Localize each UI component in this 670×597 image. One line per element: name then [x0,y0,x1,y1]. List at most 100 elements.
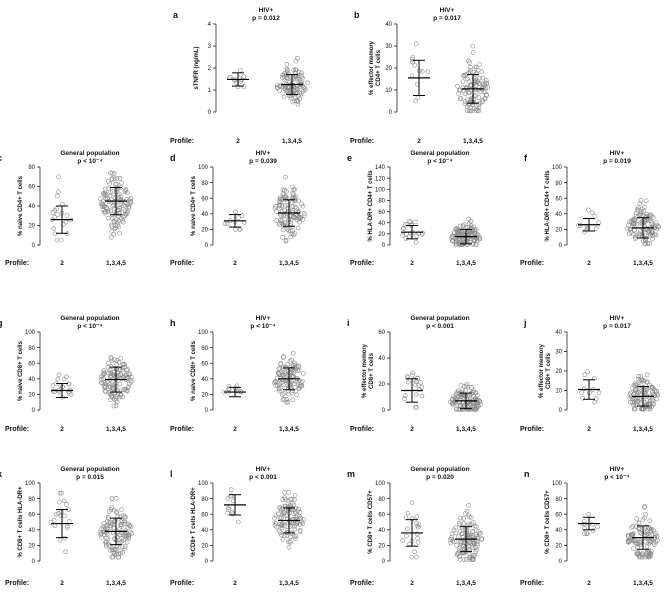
data-point [466,79,472,84]
data-point [51,226,57,231]
data-point [646,395,652,400]
y-tick-label: 30 [385,44,392,50]
data-point [413,382,418,388]
data-point [457,554,462,559]
data-point [643,238,648,243]
data-point [124,367,129,373]
data-point [105,365,111,370]
data-point [120,544,125,550]
data-point [580,395,585,401]
data-point [276,388,282,394]
group-profile-1345 [272,350,306,405]
data-point [288,534,293,540]
y-tick-label: 0 [382,559,386,565]
profile-label: Profile: [170,426,194,433]
data-point [464,527,469,533]
data-point [288,83,294,88]
data-point [273,520,279,526]
y-tick-label: 0 [559,243,563,249]
profile-label: Profile: [520,580,544,587]
y-tick-label: 80 [28,165,35,171]
y-tick-label: 0 [32,243,36,249]
data-point [586,207,591,213]
data-point [120,218,125,223]
data-point [592,399,597,405]
data-point [290,184,295,190]
data-point [641,406,647,412]
data-point [58,237,64,243]
data-point [412,549,417,555]
data-point [65,525,70,530]
data-point [457,529,463,534]
data-point [466,514,472,520]
data-point [471,394,477,399]
data-point [643,241,648,246]
data-point [126,535,131,541]
data-point [226,383,232,389]
data-point [654,396,660,402]
data-point [101,520,107,526]
panel-letter: d [170,153,176,163]
data-point [645,550,650,556]
panel-pvalue: p = 0.017 [603,323,631,330]
data-point [57,537,63,543]
y-axis-label: % naive CD4+ T cells [18,175,24,236]
data-point [296,385,301,391]
panel-letter: k [0,469,3,479]
data-point [112,536,118,542]
data-point [293,67,298,72]
y-tick-label: 60 [555,512,562,518]
data-point [101,526,106,532]
data-point [585,369,590,374]
data-point [54,193,60,199]
data-point [415,540,421,545]
data-point [66,381,72,387]
y-tick-label: 0 [382,243,386,249]
panel-pvalue: p < 10⁻⁴ [77,158,102,165]
data-point [410,55,416,60]
data-point [471,389,476,395]
y-tick-label: 20 [555,228,562,234]
data-point [473,83,479,88]
data-point [101,384,107,389]
y-tick-label: 100 [198,165,209,171]
data-point [465,108,470,114]
y-tick-label: 40 [28,377,35,383]
panel-pvalue: p = 0.019 [603,158,631,165]
data-point [284,397,290,402]
data-point [633,537,638,543]
data-point [460,550,465,555]
profile-label: Profile: [520,426,544,433]
x-category-label: 2 [410,426,414,433]
data-point [449,396,455,402]
y-tick-label: 20 [201,544,208,550]
data-point [118,355,123,361]
data-point [476,236,482,242]
data-point [276,198,282,204]
data-point [278,375,284,381]
data-point [125,525,131,530]
data-point [404,222,410,227]
x-category-label: 1,3,4,5 [106,260,126,267]
data-point [64,502,69,507]
data-point [456,91,461,96]
data-point [414,520,419,526]
data-point [283,237,289,243]
data-point [276,371,282,377]
data-point [103,524,109,529]
y-axis-label: % naive CD8+ T cells [191,340,197,401]
data-point [418,380,423,385]
data-point [110,203,116,209]
x-category-label: 1,3,4,5 [279,426,299,433]
data-point [109,496,115,501]
data-point [590,521,595,527]
data-point [467,407,472,412]
data-point [119,539,125,544]
data-point [272,523,278,528]
data-point [299,73,304,78]
y-tick-label: 0 [32,559,36,565]
data-point [416,522,422,527]
x-category-label: 2 [410,260,414,267]
